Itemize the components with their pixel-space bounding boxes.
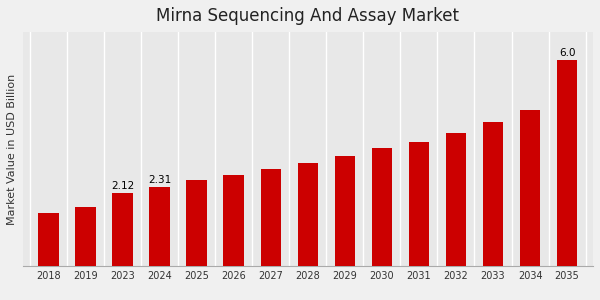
Bar xyxy=(75,207,95,266)
Bar xyxy=(409,142,429,266)
Text: 2.12: 2.12 xyxy=(111,181,134,191)
Bar xyxy=(112,193,133,266)
Bar xyxy=(38,213,59,266)
Bar xyxy=(223,175,244,266)
Bar xyxy=(149,187,170,266)
Bar xyxy=(446,133,466,266)
Bar xyxy=(298,163,318,266)
Text: 6.0: 6.0 xyxy=(559,47,575,58)
Title: Mirna Sequencing And Assay Market: Mirna Sequencing And Assay Market xyxy=(156,7,459,25)
Bar xyxy=(557,60,577,266)
Bar xyxy=(520,110,540,266)
Bar xyxy=(335,156,355,266)
Bar xyxy=(483,122,503,266)
Text: 2.31: 2.31 xyxy=(148,175,171,184)
Y-axis label: Market Value in USD Billion: Market Value in USD Billion xyxy=(7,74,17,225)
Bar xyxy=(371,148,392,266)
Bar xyxy=(260,169,281,266)
Bar xyxy=(187,180,207,266)
